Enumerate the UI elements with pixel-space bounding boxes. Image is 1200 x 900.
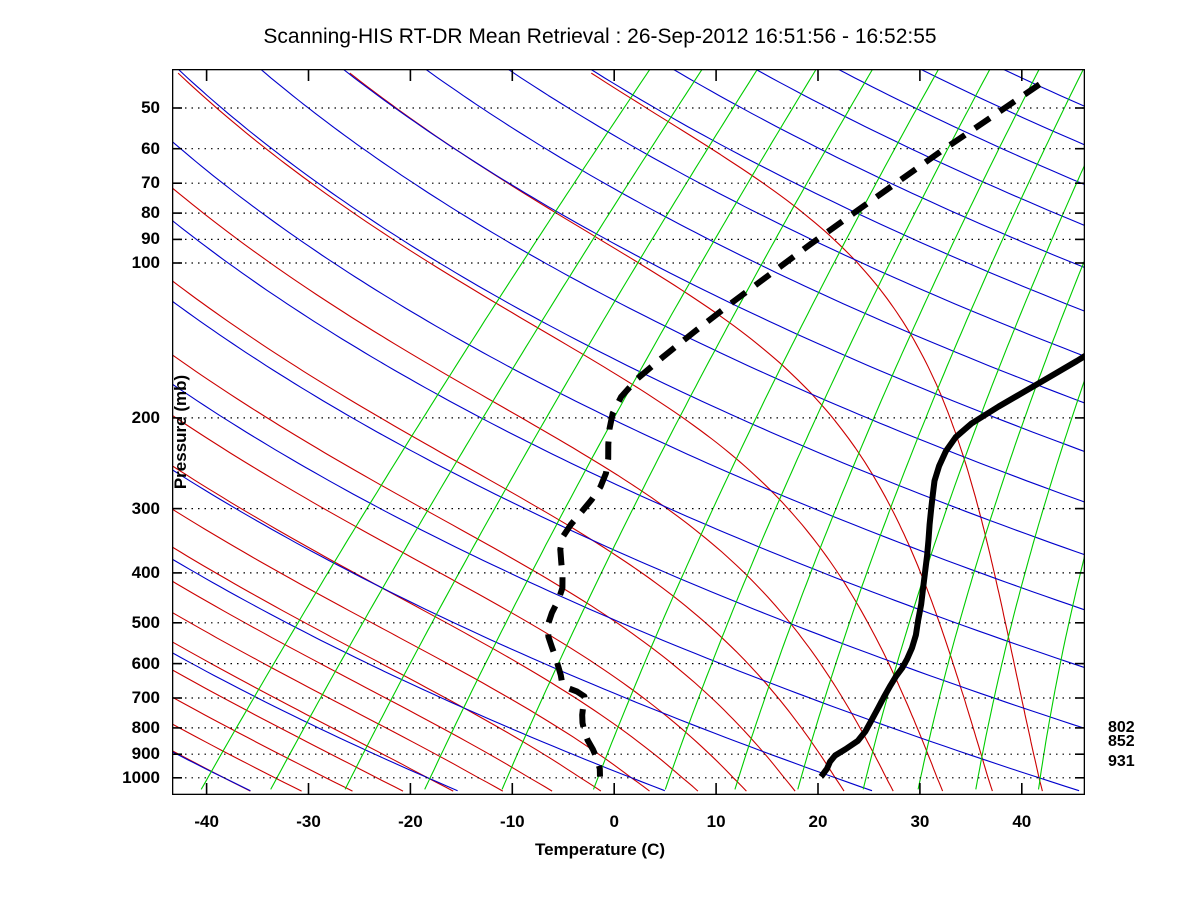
x-axis-label: Temperature (C) [534, 840, 666, 859]
temperature-tick-label: -30 [296, 812, 321, 831]
pressure-tick-label: 60 [141, 138, 160, 158]
pressure-tick-label: 700 [131, 688, 160, 708]
temperature-tick-label: -20 [398, 812, 423, 831]
plot-area [172, 69, 1085, 795]
temperature-tick-label: -40 [194, 812, 219, 831]
pressure-tick-label: 100 [131, 252, 160, 272]
dry-adiabat-lines [172, 69, 1085, 792]
mixing-ratio-lines [200, 69, 1085, 790]
temperature-tick-label: 0 [609, 812, 619, 831]
pressure-tick-label: 600 [131, 653, 160, 673]
plot-border [172, 69, 1085, 795]
right-side-pressure-label: 931 [1108, 752, 1135, 770]
pressure-tick-label: 400 [131, 562, 160, 582]
profile-lines [544, 81, 1085, 779]
pressure-tick-label: 70 [141, 173, 160, 193]
temperature-tick-label: 10 [706, 812, 726, 831]
pressure-tick-label: 90 [141, 229, 160, 249]
axis-ticks [172, 69, 1085, 795]
pressure-tick-label: 300 [131, 498, 160, 518]
right-side-pressure-label: 852 [1108, 732, 1135, 750]
pressure-tick-label: 900 [131, 744, 160, 764]
pressure-tick-label: 500 [131, 612, 160, 632]
right-side-pressure-label: 802 [1108, 719, 1135, 737]
pressure-tick-label: 50 [141, 97, 160, 117]
skewt-canvas [172, 69, 1085, 795]
pressure-tick-label: 80 [141, 203, 160, 223]
temperature-tick-label: 20 [808, 812, 828, 831]
moist-adiabat-lines [172, 72, 1043, 792]
chart-title: Scanning-HIS RT-DR Mean Retrieval : 26-S… [263, 25, 937, 48]
pressure-tick-label: 1000 [122, 767, 160, 787]
pressure-tick-label: 200 [131, 407, 160, 427]
temperature-tick-label: -10 [500, 812, 525, 831]
temperature-tick-label: 40 [1012, 812, 1032, 831]
pressure-tick-label: 800 [131, 717, 160, 737]
temperature-tick-label: 30 [910, 812, 930, 831]
